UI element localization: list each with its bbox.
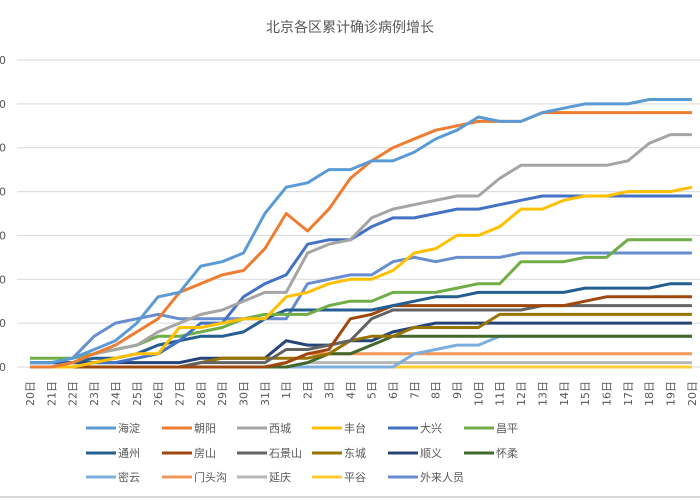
x-tick-label: 10日 xyxy=(472,381,485,406)
x-tick-label: 22日 xyxy=(67,381,80,406)
chart-title: 北京各区累计确诊病例增长 xyxy=(266,20,434,36)
series-line-2 xyxy=(30,133,692,369)
legend-item: 外来人员 xyxy=(388,471,464,484)
legend-label: 怀柔 xyxy=(496,447,518,460)
series-line-3 xyxy=(30,185,693,369)
x-tick-label: 20日 xyxy=(24,381,37,406)
x-tick-label: 29日 xyxy=(216,381,229,406)
x-tick-label: 17日 xyxy=(622,381,635,406)
x-tick-label: 7日 xyxy=(408,381,421,399)
legend-label: 大兴 xyxy=(420,421,442,435)
legend-item: 平谷 xyxy=(312,471,366,484)
x-tick-label: 20日 xyxy=(686,381,699,406)
series-line-7 xyxy=(30,295,692,369)
x-tick-label: 12日 xyxy=(515,381,528,406)
x-tick-label: 5日 xyxy=(366,381,379,399)
x-tick-label: 9日 xyxy=(451,381,464,399)
series-lines xyxy=(30,98,693,369)
x-tick-label: 3日 xyxy=(323,381,336,399)
legend-item: 大兴 xyxy=(388,421,442,435)
legend-label: 通州 xyxy=(118,447,140,460)
x-tick-label: 18日 xyxy=(643,381,656,406)
x-tick-label: 31日 xyxy=(259,381,272,406)
legend-label: 石景山 xyxy=(269,447,302,460)
x-tick-label: 16日 xyxy=(600,381,613,406)
legend-item: 石景山 xyxy=(237,447,302,460)
legend-label: 延庆 xyxy=(269,470,291,484)
y-tick-label: 30 xyxy=(0,229,6,242)
y-tick-label: 0 xyxy=(0,361,6,374)
legend-item: 密云 xyxy=(86,470,140,484)
y-tick-label: 20 xyxy=(0,273,6,286)
series-line-10 xyxy=(30,321,692,365)
legend-item: 昌平 xyxy=(464,422,518,435)
x-tick-label: 30日 xyxy=(238,381,251,406)
legend-item: 朝阳 xyxy=(162,422,216,435)
x-axis: 20日 21日 22日 23日 24日 25日 26日 27日 28日 29日 30日 31日 1日 2日… xyxy=(24,381,699,406)
legend-item: 怀柔 xyxy=(464,447,518,460)
x-tick-label: 15日 xyxy=(579,381,592,406)
legend-item: 海淀 xyxy=(86,421,140,435)
legend-label: 西城 xyxy=(269,422,291,435)
x-tick-label: 27日 xyxy=(173,381,186,406)
x-tick-label: 14日 xyxy=(558,381,571,406)
legend-label: 海淀 xyxy=(118,421,140,435)
legend-item: 房山 xyxy=(162,447,216,460)
legend-item: 顺义 xyxy=(388,447,442,460)
legend-item: 西城 xyxy=(237,422,291,435)
legend-item: 丰台 xyxy=(312,421,366,435)
legend-item: 延庆 xyxy=(237,470,291,484)
series-line-1 xyxy=(30,111,692,369)
y-tick-label: 70 xyxy=(0,54,6,67)
legend-label: 房山 xyxy=(194,447,216,460)
legend-label: 门头沟 xyxy=(194,470,227,484)
x-tick-label: 6日 xyxy=(387,381,400,399)
x-tick-label: 25日 xyxy=(131,381,144,406)
x-tick-label: 13日 xyxy=(536,381,549,406)
x-tick-label: 21日 xyxy=(45,381,58,406)
legend-label: 丰台 xyxy=(344,421,366,435)
x-tick-label: 11日 xyxy=(494,381,507,406)
x-tick-label: 4日 xyxy=(344,381,357,399)
legend-label: 外来人员 xyxy=(420,471,464,484)
legend-label: 密云 xyxy=(118,470,140,484)
x-tick-label: 1日 xyxy=(280,381,293,399)
y-axis: 0 10 20 30 40 50 60 70 xyxy=(0,54,6,374)
legend-item: 通州 xyxy=(86,447,140,460)
y-tick-label: 50 xyxy=(0,142,6,155)
x-tick-label: 24日 xyxy=(109,381,122,406)
x-tick-label: 19日 xyxy=(665,381,678,406)
legend-item: 东城 xyxy=(312,447,366,460)
legend-label: 平谷 xyxy=(344,471,366,484)
legend-label: 东城 xyxy=(344,447,366,460)
x-tick-label: 28日 xyxy=(195,381,208,406)
x-tick-label: 26日 xyxy=(152,381,165,406)
x-tick-label: 8日 xyxy=(430,381,443,399)
x-tick-label: 2日 xyxy=(302,381,315,399)
x-tick-label: 23日 xyxy=(88,381,101,406)
y-tick-label: 60 xyxy=(0,98,6,111)
legend-label: 顺义 xyxy=(420,447,442,460)
legend-item: 门头沟 xyxy=(162,470,227,484)
y-tick-label: 10 xyxy=(0,317,6,330)
series-line-0 xyxy=(30,98,692,365)
y-tick-label: 40 xyxy=(0,186,6,199)
legend-label: 朝阳 xyxy=(194,422,216,435)
legend-label: 昌平 xyxy=(496,422,518,435)
